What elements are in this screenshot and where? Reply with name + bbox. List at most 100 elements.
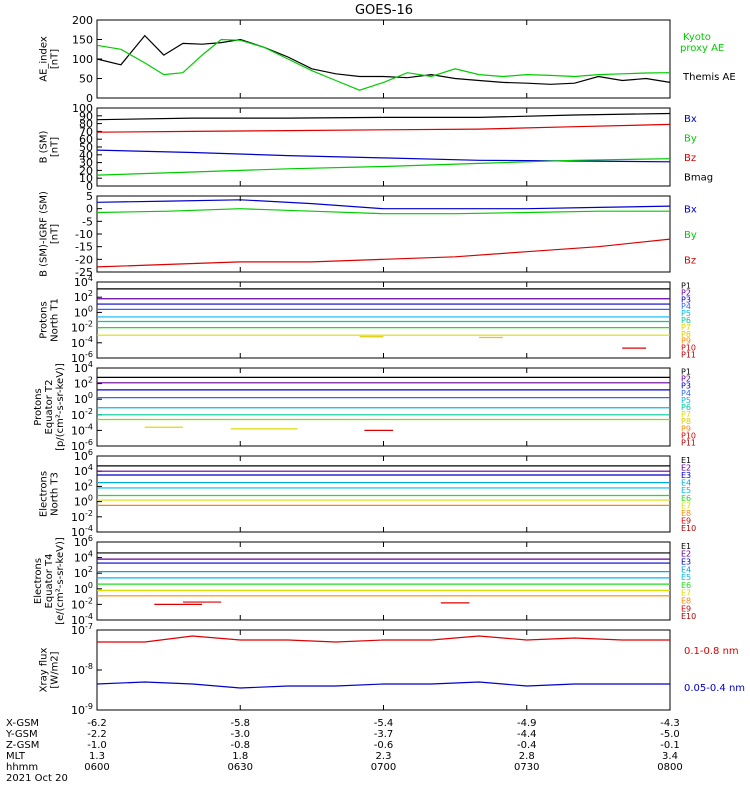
- series-line: [96, 158, 671, 176]
- y-tick-label: 10-9: [71, 702, 93, 717]
- legend-entry: P1: [681, 368, 691, 377]
- y-axis-label: Electrons: [33, 558, 44, 604]
- ephemeris-value: -4.9: [517, 718, 537, 729]
- y-axis-label: [nT]: [50, 224, 61, 244]
- series-line: [96, 199, 671, 210]
- y-tick-label: 102: [74, 565, 93, 580]
- figure-title: GOES-16: [355, 3, 413, 18]
- legend-entry: E8: [681, 509, 691, 518]
- y-axis-label: [nT]: [50, 137, 61, 157]
- y-tick-label: 40: [79, 149, 93, 162]
- legend-entry: E5: [681, 486, 691, 495]
- y-axis-label: [nT]: [50, 49, 61, 69]
- ephemeris-value: -3.7: [374, 729, 394, 740]
- y-tick-label: 102: [74, 478, 93, 493]
- ephemeris-row-label: hhmm: [6, 762, 38, 773]
- ephemeris-value: -5.0: [660, 729, 680, 740]
- legend-entry: Bz: [684, 153, 696, 164]
- y-tick-label: 30: [79, 157, 93, 170]
- ephemeris-row-label: Y-GSM: [5, 729, 38, 740]
- ephemeris-value: 1.8: [232, 751, 248, 762]
- legend-entry: E10: [681, 612, 696, 621]
- ephemeris-row-label: MLT: [6, 751, 26, 762]
- legend-entry: P11: [681, 438, 696, 447]
- y-tick-label: 10-2: [71, 509, 93, 524]
- y-tick-label: 10: [79, 172, 93, 185]
- legend-entry: P5: [681, 309, 691, 318]
- ephemeris-value: 0730: [514, 762, 539, 773]
- series-line: [97, 635, 670, 643]
- y-tick-label: 10-4: [71, 335, 93, 350]
- legend-entry: P2: [681, 288, 691, 297]
- y-axis-label: Protons: [39, 301, 50, 338]
- legend-entry: E10: [681, 524, 696, 533]
- ephemeris-value: -0.8: [230, 740, 250, 751]
- legend-entry: E3: [681, 471, 691, 480]
- y-tick-label: 10-7: [71, 622, 93, 637]
- y-tick-label: 150: [72, 34, 93, 47]
- date-label: 2021 Oct 20: [6, 773, 68, 784]
- y-tick-label: 0: [86, 203, 93, 216]
- y-tick-label: 10-8: [71, 662, 93, 677]
- legend-entry: P4: [681, 389, 691, 398]
- ephemeris-value: 0600: [84, 762, 109, 773]
- y-axis-label: [W/m2]: [50, 651, 61, 688]
- y-tick-label: 50: [79, 141, 93, 154]
- ephemeris-value: 3.4: [662, 751, 678, 762]
- ephemeris-value: 0630: [228, 762, 253, 773]
- y-tick-label: 10-2: [71, 596, 93, 611]
- y-tick-label: 102: [74, 376, 93, 391]
- panel-frame: [96, 455, 671, 533]
- legend-entry: P4: [681, 302, 691, 311]
- y-tick-label: 0: [86, 180, 93, 193]
- legend-entry: By: [684, 133, 697, 144]
- legend-entry: Bx: [684, 114, 697, 125]
- y-tick-label: 100: [74, 304, 93, 319]
- y-axis-label: North T1: [50, 298, 61, 342]
- legend-entry: P10: [681, 344, 696, 353]
- legend-entry: P6: [681, 316, 691, 325]
- y-tick-label: 100: [74, 391, 93, 406]
- y-tick-label: 104: [74, 463, 93, 478]
- panel-frame: [96, 107, 671, 187]
- y-axis-label: Equator T2: [44, 380, 55, 435]
- panel-frame: [96, 19, 671, 99]
- panel-xray: 10-9 10-8 10-7 Xray flux [W/m2] 0.1-0.8 nm 0.0…: [39, 622, 746, 717]
- legend-entry: P3: [681, 382, 691, 391]
- y-tick-label: -10: [75, 228, 93, 241]
- ephemeris-value: 1.3: [89, 751, 105, 762]
- legend-entry: E2: [681, 463, 691, 472]
- legend-entry: P3: [681, 295, 691, 304]
- legend-entry: Bmag: [684, 172, 713, 183]
- ephemeris-value: 0700: [371, 762, 396, 773]
- series-line: [96, 208, 670, 215]
- y-tick-label: 100: [72, 102, 93, 115]
- y-tick-label: -25: [75, 266, 93, 279]
- y-tick-label: 200: [72, 14, 93, 27]
- legend-entry: P7: [681, 410, 691, 419]
- legend-entry: P7: [681, 323, 691, 332]
- series-line: [96, 123, 671, 133]
- legend-entry: P9: [681, 337, 691, 346]
- y-axis-label: B (SM)-IGRF (SM): [39, 191, 50, 277]
- y-axis-label: Protons: [33, 388, 44, 425]
- legend-entry: E4: [681, 565, 691, 574]
- y-tick-label: 0: [86, 92, 93, 105]
- y-tick-label: 102: [74, 289, 93, 304]
- legend-entry: Kyoto: [683, 32, 711, 43]
- y-tick-label: 80: [79, 118, 93, 131]
- legend-entry: E1: [681, 456, 691, 465]
- ephemeris-row-label: X-GSM: [6, 718, 39, 729]
- legend-entry: proxy AE: [680, 43, 724, 54]
- panel-frame: [96, 629, 671, 711]
- legend-entry: P8: [681, 417, 691, 426]
- ephemeris-value: -6.2: [87, 718, 107, 729]
- y-tick-label: 60: [79, 133, 93, 146]
- legend-entry: P2: [681, 375, 691, 384]
- legend-entry: E1: [681, 542, 691, 551]
- legend-entry: By: [684, 230, 697, 241]
